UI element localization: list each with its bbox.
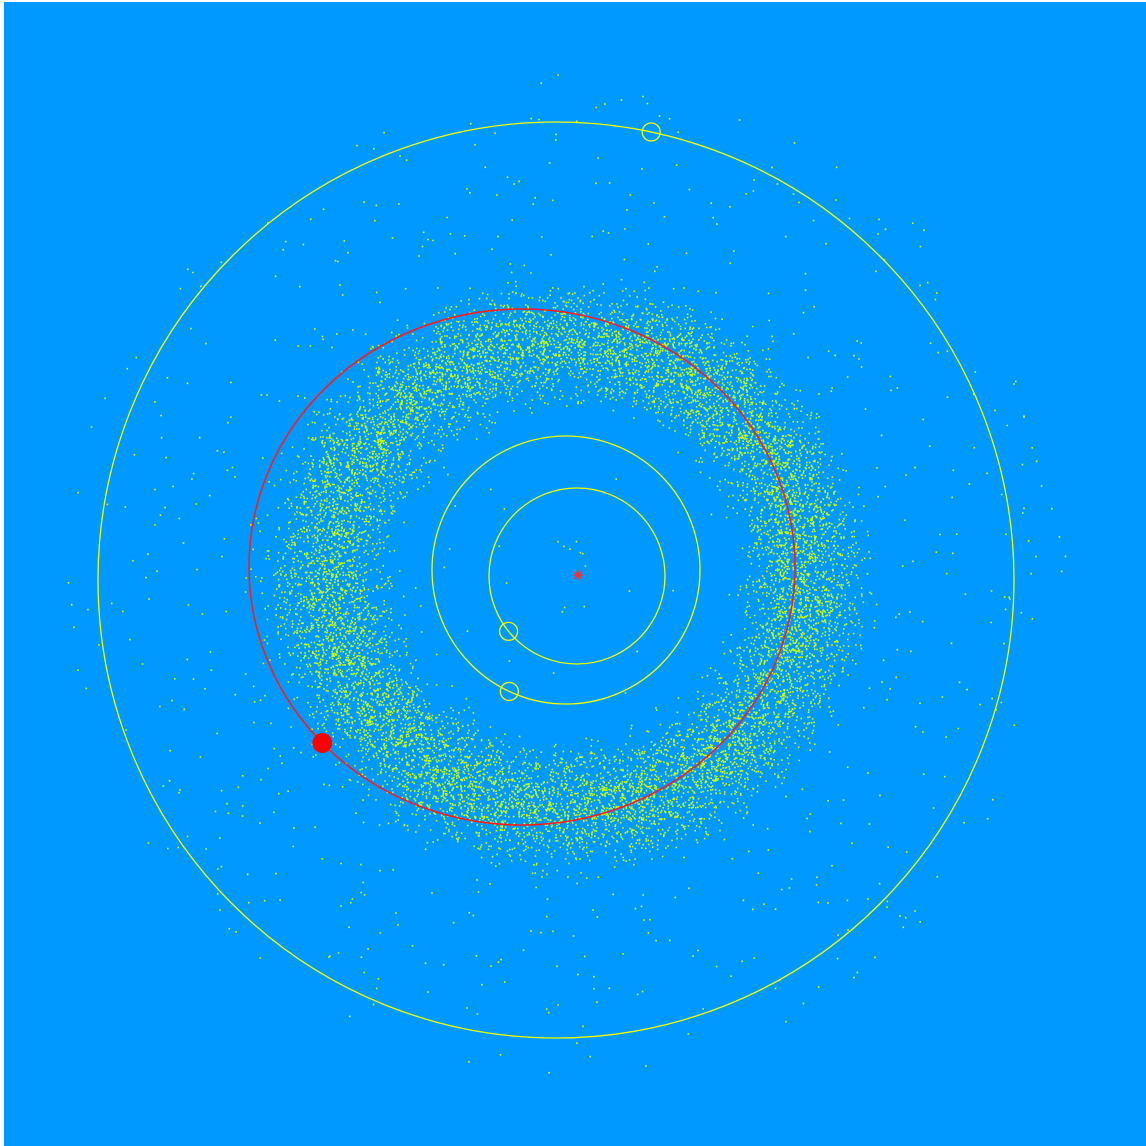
inner-orbit-1-body xyxy=(498,621,519,642)
inner-orbit-2-path xyxy=(431,435,701,705)
space-background xyxy=(4,2,1146,1146)
highlighted-body xyxy=(312,732,333,753)
central-star-icon xyxy=(573,570,583,580)
outer-orbit-path xyxy=(97,121,1015,1039)
orbital-diagram xyxy=(4,2,1146,1146)
outer-orbit-body xyxy=(641,122,661,142)
orbit-paths xyxy=(97,121,1015,1039)
inner-orbit-1-path xyxy=(488,487,666,665)
orbital-diagram-canvas xyxy=(4,2,1146,1146)
highlighted-orbit-path xyxy=(248,308,796,826)
inner-orbit-2-body xyxy=(499,681,520,702)
orbiting-bodies xyxy=(312,122,661,753)
star-ray xyxy=(573,570,583,580)
